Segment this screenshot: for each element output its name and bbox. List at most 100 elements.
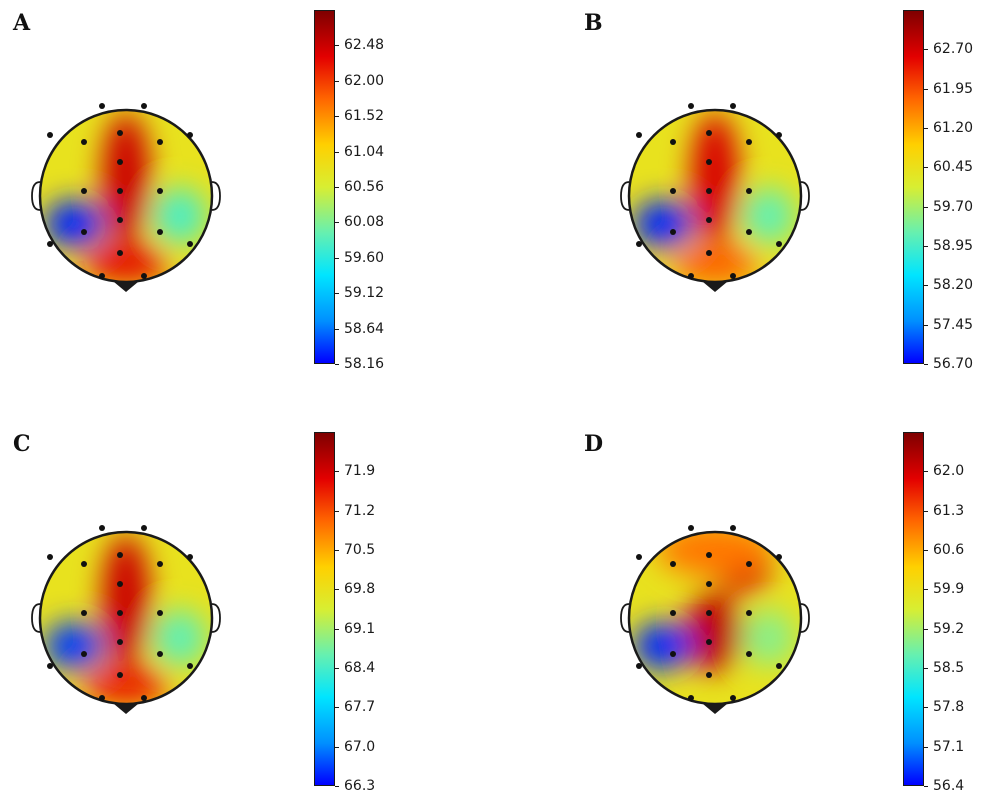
colorbar-tick bbox=[924, 628, 928, 630]
electrode-dot bbox=[81, 139, 87, 145]
colorbar-tick-label: 58.64 bbox=[344, 320, 385, 337]
region-right-temporal bbox=[154, 188, 206, 244]
region-posterior bbox=[84, 666, 168, 704]
scalp-map bbox=[31, 103, 221, 292]
electrode-dot bbox=[670, 561, 676, 567]
region-midline bbox=[691, 112, 739, 244]
colorbar-tick-label: 69.1 bbox=[344, 620, 376, 637]
colorbar-tick bbox=[335, 707, 339, 709]
electrode-dot bbox=[706, 581, 712, 587]
electrode-dot bbox=[117, 159, 123, 165]
electrode-dot bbox=[81, 610, 87, 616]
electrode-dot bbox=[688, 273, 694, 279]
colorbar-tick-label: 60.56 bbox=[344, 179, 385, 195]
electrode-dot bbox=[746, 651, 752, 657]
colorbar-tick-label: 62.48 bbox=[344, 37, 385, 54]
colorbar-tick bbox=[335, 364, 339, 365]
colorbar-tick bbox=[335, 80, 339, 82]
nose-marker bbox=[703, 282, 727, 292]
colorbar-tick-label: 59.9 bbox=[933, 581, 965, 598]
electrode-dot bbox=[730, 525, 736, 531]
electrode-dot bbox=[47, 554, 53, 560]
colorbar-tick-label: 59.70 bbox=[933, 198, 974, 215]
electrode-dot bbox=[187, 554, 193, 560]
electrode-dot bbox=[636, 663, 642, 669]
colorbar-tick bbox=[924, 49, 928, 51]
colorbar-tick bbox=[335, 471, 339, 473]
colorbar-tick bbox=[924, 707, 928, 709]
colorbar-tick-label: 61.3 bbox=[933, 502, 965, 519]
panel-label: D bbox=[584, 431, 604, 457]
colorbar-tick bbox=[924, 746, 928, 748]
electrode-dot bbox=[157, 561, 163, 567]
colorbar-tick-label: 58.16 bbox=[344, 356, 385, 372]
left-ear bbox=[620, 603, 630, 633]
colorbar-tick-label: 71.2 bbox=[344, 502, 376, 519]
electrode-dot bbox=[141, 103, 147, 109]
electrode-dot bbox=[47, 241, 53, 247]
colorbar bbox=[314, 10, 335, 364]
right-ear bbox=[211, 181, 221, 211]
region-right-temporal bbox=[154, 610, 206, 666]
electrode-dot bbox=[81, 651, 87, 657]
colorbar-tick-label: 56.70 bbox=[933, 356, 974, 372]
electrode-dot bbox=[117, 250, 123, 256]
region-posterior bbox=[673, 244, 757, 282]
electrode-dot bbox=[776, 554, 782, 560]
colorbar-tick-label: 68.4 bbox=[344, 660, 376, 676]
colorbar-tick bbox=[924, 550, 928, 551]
electrode-dot bbox=[141, 273, 147, 279]
colorbar-tick bbox=[335, 746, 339, 748]
colorbar-tick bbox=[924, 510, 928, 512]
electrode-dot bbox=[47, 132, 53, 138]
colorbar-tick bbox=[924, 285, 928, 287]
electrode-dot bbox=[670, 229, 676, 235]
colorbar-tick bbox=[335, 628, 339, 630]
electrode-dot bbox=[670, 651, 676, 657]
colorbar-tick-label: 62.70 bbox=[933, 41, 974, 58]
electrode-dot bbox=[706, 188, 712, 194]
electrode-dot bbox=[776, 132, 782, 138]
colorbar-tick-label: 60.08 bbox=[344, 214, 385, 231]
colorbar-tick bbox=[924, 324, 928, 326]
nose-marker bbox=[703, 704, 727, 714]
electrode-dot bbox=[157, 229, 163, 235]
electrode-dot bbox=[141, 525, 147, 531]
colorbar-tick-label: 61.20 bbox=[933, 120, 974, 136]
region-left-temporal bbox=[44, 622, 104, 670]
electrode-dot bbox=[746, 139, 752, 145]
colorbar-tick bbox=[924, 88, 928, 90]
colorbar-tick-label: 66.3 bbox=[344, 778, 376, 794]
colorbar-tick bbox=[335, 293, 339, 295]
left-ear bbox=[620, 181, 630, 211]
colorbar-tick bbox=[335, 222, 339, 224]
electrode-dot bbox=[157, 188, 163, 194]
right-ear bbox=[800, 181, 810, 211]
colorbar-tick bbox=[335, 187, 339, 188]
colorbar-tick-label: 59.2 bbox=[933, 620, 965, 637]
electrode-dot bbox=[706, 552, 712, 558]
colorbar-tick-label: 59.60 bbox=[344, 249, 385, 266]
colorbar-tick bbox=[924, 128, 928, 129]
colorbar-tick-label: 58.95 bbox=[933, 238, 974, 254]
colorbar-tick-label: 69.8 bbox=[344, 581, 376, 598]
region-central-midline bbox=[685, 592, 741, 672]
colorbar-tick-label: 57.8 bbox=[933, 699, 965, 716]
electrode-dot bbox=[117, 672, 123, 678]
colorbar bbox=[903, 10, 924, 364]
colorbar-tick bbox=[335, 510, 339, 512]
electrode-dot bbox=[47, 663, 53, 669]
electrode-dot bbox=[117, 130, 123, 136]
electrode-dot bbox=[117, 217, 123, 223]
colorbar-tick bbox=[924, 786, 928, 787]
electrode-dot bbox=[636, 241, 642, 247]
panel-label: A bbox=[13, 10, 31, 36]
electrode-dot bbox=[730, 273, 736, 279]
electrode-dot bbox=[636, 554, 642, 560]
electrode-dot bbox=[99, 525, 105, 531]
electrode-dot bbox=[157, 139, 163, 145]
electrode-dot bbox=[187, 241, 193, 247]
colorbar-tick bbox=[335, 151, 339, 153]
electrode-dot bbox=[706, 159, 712, 165]
colorbar-tick-label: 70.5 bbox=[344, 542, 376, 558]
